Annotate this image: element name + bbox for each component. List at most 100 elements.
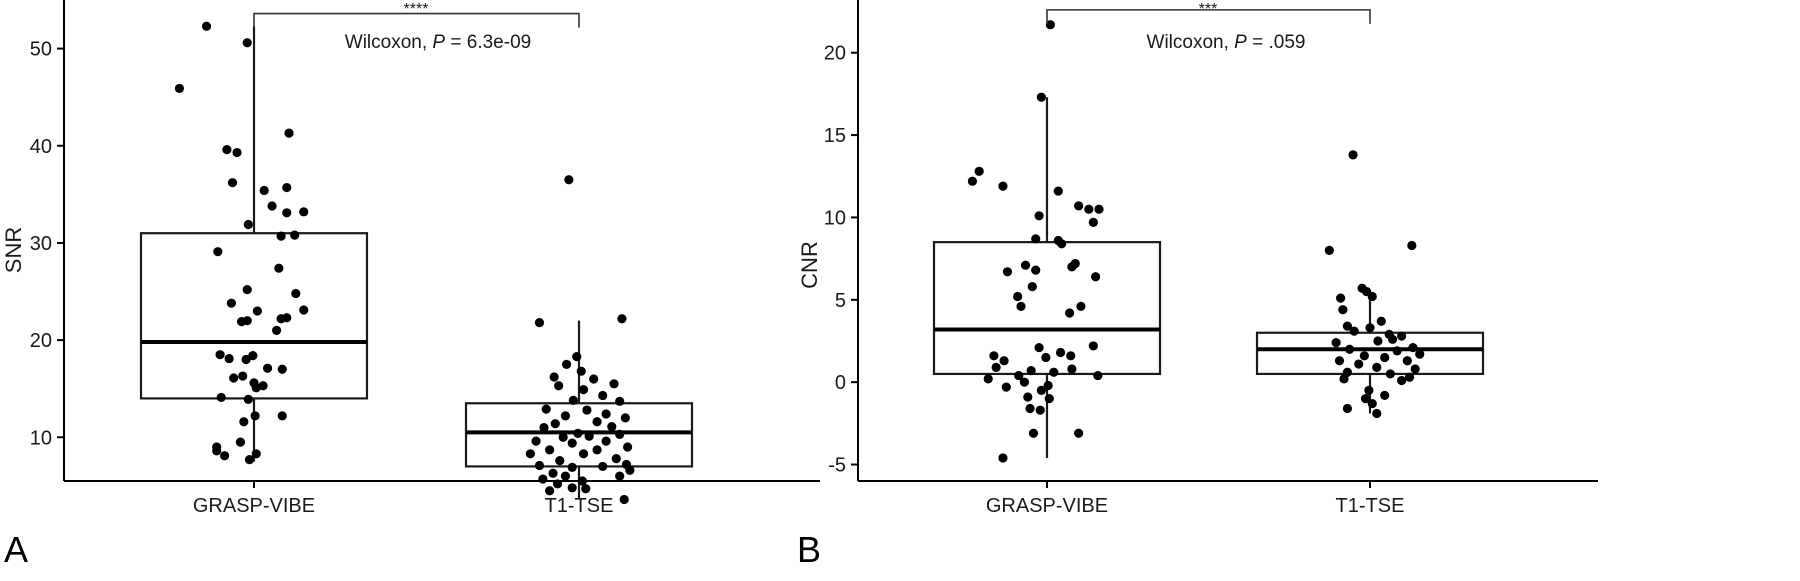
panel-a-data-point xyxy=(615,429,625,439)
panel-a-data-point xyxy=(541,404,551,414)
panel-b-data-point xyxy=(1372,408,1382,419)
panel-b-data-point xyxy=(1388,334,1398,344)
panel-b-significance-bracket xyxy=(1046,9,1371,24)
panel-a-data-point xyxy=(534,460,545,471)
panel-a-data-point xyxy=(572,352,582,362)
panel-b-data-point xyxy=(1028,428,1039,438)
panel-a-data-point xyxy=(611,454,621,464)
panel-b-box xyxy=(932,241,1162,376)
panel-a-data-point xyxy=(607,421,617,432)
panel-a-label: A xyxy=(4,529,28,570)
panel-b-y-tick-label: 5 xyxy=(835,290,846,312)
panel-b-data-point xyxy=(1045,20,1055,30)
panel-a-data-point xyxy=(220,451,230,461)
panel-b-data-point xyxy=(1026,366,1036,376)
panel-a-data-point xyxy=(276,314,286,324)
panel-a-data-point xyxy=(174,83,185,94)
panel-b-cnr: CNR B GRASP-VIBE T1-TSE -5 0 5 10 15 20 *** W… xyxy=(797,0,1598,570)
panel-b-data-point xyxy=(1016,301,1026,311)
panel-a-data-point xyxy=(584,431,594,441)
panel-a-data-point xyxy=(548,468,558,478)
panel-b-data-point xyxy=(989,351,999,361)
panel-a-data-point xyxy=(224,353,234,364)
panel-a-data-point xyxy=(239,417,249,427)
panel-a-data-point xyxy=(545,445,555,455)
panel-b-y-tick-label: 10 xyxy=(824,207,846,229)
panel-a-data-point xyxy=(620,413,630,423)
panel-b-data-point xyxy=(1065,308,1075,318)
panel-a-data-point xyxy=(534,318,545,328)
panel-a-data-point xyxy=(558,432,568,442)
panel-b-data-point xyxy=(1359,351,1369,361)
panel-b-data-point xyxy=(1036,385,1046,396)
panel-a-data-point xyxy=(615,396,625,406)
panel-b-data-point xyxy=(983,374,993,384)
panel-a-data-point xyxy=(242,284,252,295)
panel-b-data-point xyxy=(1331,338,1341,348)
panel-a-data-point xyxy=(615,471,625,481)
panel-b-data-point xyxy=(1025,403,1035,414)
panel-b-data-point xyxy=(1354,359,1364,369)
panel-b-data-point xyxy=(1088,217,1098,227)
panel-b-data-point xyxy=(1076,301,1086,311)
panel-b-data-point xyxy=(1014,370,1024,381)
panel-b-data-point xyxy=(1023,392,1033,402)
panel-a-data-point xyxy=(561,359,572,369)
panel-b-x-tick-label: T1-TSE xyxy=(1336,495,1405,517)
panel-b-data-point xyxy=(1031,265,1041,275)
panel-a-data-point xyxy=(578,385,589,395)
panel-b-data-point xyxy=(999,356,1009,366)
panel-b-data-point xyxy=(1013,291,1023,302)
panel-b-data-point xyxy=(1067,364,1077,374)
panel-a-data-point xyxy=(299,305,309,315)
panel-b-data-point xyxy=(1031,234,1041,244)
panel-b-data-point xyxy=(1090,272,1101,282)
panel-b-data-point xyxy=(1372,362,1382,372)
panel-b-data-point xyxy=(1036,92,1046,102)
panel-a-x-tick-label: T1-TSE xyxy=(545,495,614,517)
panel-a-data-point xyxy=(276,231,286,241)
panel-b-p-label: P xyxy=(1234,32,1247,53)
panel-a-data-point xyxy=(242,38,252,48)
panel-b-p-value: = .059 xyxy=(1247,32,1306,53)
panel-a-data-point xyxy=(598,461,608,472)
panel-a-data-point xyxy=(250,411,260,421)
panel-a-data-point xyxy=(622,442,633,452)
panel-a-x-tick-label: GRASP-VIBE xyxy=(193,495,315,517)
panel-a-data-point xyxy=(564,175,574,185)
panel-a-data-point xyxy=(617,314,627,324)
panel-a-y-tick-label: 50 xyxy=(30,39,52,61)
panel-a-y-tick-label: 40 xyxy=(30,136,52,158)
panel-a-data-point xyxy=(554,381,564,391)
panel-a-y-axis-title: SNR xyxy=(1,227,26,273)
panel-a-data-point xyxy=(609,379,619,389)
panel-b-data-point xyxy=(1035,405,1045,415)
panel-b-data-point xyxy=(967,176,978,186)
panel-b-data-point xyxy=(1404,372,1415,382)
panel-a-data-point xyxy=(531,436,541,446)
panel-a-data-point xyxy=(243,219,253,230)
panel-a-data-point xyxy=(259,185,269,196)
panel-b-data-point xyxy=(1324,245,1334,255)
panel-b-significance-stars: *** xyxy=(1199,1,1218,18)
panel-a-data-point xyxy=(226,298,236,308)
panel-b-data-point xyxy=(1348,150,1358,160)
panel-a-data-point xyxy=(598,390,608,401)
panel-a-data-point xyxy=(577,476,587,486)
panel-b-data-point xyxy=(1402,356,1412,366)
panel-b-y-tick-label: 0 xyxy=(835,372,846,394)
panel-a-data-point xyxy=(589,374,599,384)
panel-a-data-point xyxy=(550,419,560,429)
panel-a-data-point xyxy=(262,363,273,373)
panel-b-y-axis-title: CNR xyxy=(797,241,822,289)
panel-a-data-point xyxy=(560,471,571,481)
panel-a-test-result: Wilcoxon, P = 6.3e-09 xyxy=(345,32,531,53)
panel-a-data-point xyxy=(244,455,255,465)
panel-b-data-point xyxy=(1365,323,1375,333)
panel-a-data-point xyxy=(549,372,559,382)
panel-a-significance-stars: **** xyxy=(404,1,429,18)
panel-a-data-point xyxy=(578,449,589,459)
panel-a-data-point xyxy=(525,449,536,459)
panel-b-data-point xyxy=(1002,267,1013,277)
